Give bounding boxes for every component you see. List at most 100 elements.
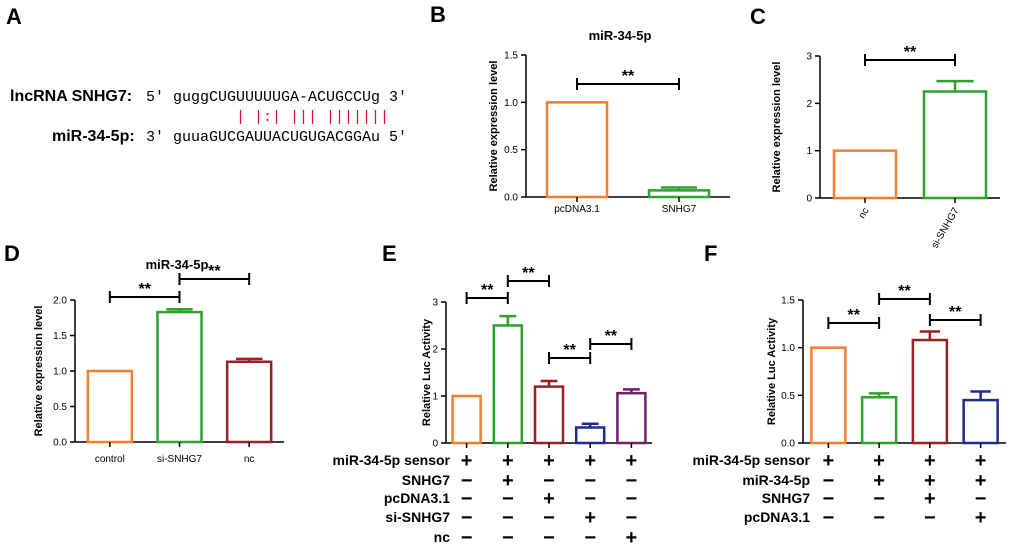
bar [962, 398, 999, 445]
condition-sign: + [873, 450, 885, 472]
lncrna-label: lncRNA SNHG7: [10, 88, 132, 105]
significance-label: ** [898, 283, 911, 300]
x-category-label: si-SNHG7 [930, 206, 962, 251]
condition-sign: − [461, 470, 473, 492]
condition-sign: − [543, 470, 555, 492]
y-tick-label: 2 [432, 345, 438, 356]
y-tick-label: 0.0 [53, 438, 67, 449]
panel-letter-e: E [382, 241, 397, 266]
chart-e: 0 1 2 3 Relative Luc Activity ** ** ** ** miR-34-… [333, 265, 652, 549]
condition-sign: + [626, 450, 638, 472]
condition-sign: − [461, 527, 473, 549]
condition-sign: + [975, 470, 987, 492]
significance-label: ** [848, 307, 861, 324]
condition-sign: − [543, 507, 555, 529]
y-axis-label: Relative expression level [488, 61, 500, 192]
x-category-label: nc [244, 454, 255, 465]
panel-letter-f: F [704, 241, 717, 266]
condition-sign: − [543, 527, 555, 549]
bar [574, 426, 606, 445]
condition-label: miR-34-5p [742, 472, 810, 488]
pairing-lines: | |:| ||| ||||||| [236, 109, 389, 126]
condition-sign: + [823, 450, 835, 472]
condition-sign: − [626, 507, 638, 529]
x-category-label: SNHG7 [662, 204, 697, 215]
y-axis-label: Relative expression level [771, 62, 783, 193]
lncrna-sequence: 5' guggCUGUUUUUGA-ACUGCCUg 3' [146, 89, 407, 106]
significance-label: ** [138, 281, 151, 298]
y-tick-label: 0 [432, 439, 438, 450]
bar [911, 338, 949, 445]
bar [86, 369, 134, 444]
condition-sign: − [924, 507, 936, 529]
condition-sign: − [823, 488, 835, 510]
condition-sign: + [626, 527, 638, 549]
y-tick-label: 1.5 [781, 296, 795, 307]
condition-sign: − [502, 507, 514, 529]
condition-label: SNHG7 [762, 490, 810, 506]
chart-b: 0.0 0.5 1.0 1.5 Relative expression level miR… [488, 28, 730, 215]
condition-label: miR-34-5p sensor [333, 452, 451, 468]
y-tick-label: 0.5 [53, 402, 67, 413]
x-category-label: nc [857, 206, 872, 221]
bar [647, 189, 711, 199]
significance-label: ** [622, 68, 635, 85]
condition-sign: + [924, 470, 936, 492]
y-tick-label: 0.0 [504, 193, 518, 204]
y-tick-label: 1.5 [504, 51, 518, 62]
bar [451, 394, 482, 445]
condition-sign: − [502, 527, 514, 549]
bar [492, 324, 524, 445]
condition-sign: − [823, 470, 835, 492]
panel-letter-d: D [4, 241, 20, 266]
condition-sign: − [584, 488, 596, 510]
condition-sign: + [584, 507, 596, 529]
condition-sign: + [502, 470, 514, 492]
condition-sign: − [626, 470, 638, 492]
y-tick-label: 1.0 [53, 367, 67, 378]
bar [616, 391, 647, 445]
y-tick-label: 1.0 [504, 98, 518, 109]
y-tick-label: 1.0 [781, 343, 795, 354]
y-tick-label: 3 [806, 52, 812, 63]
significance-label: ** [904, 44, 917, 61]
significance-label: ** [481, 282, 494, 299]
condition-label: pcDNA3.1 [744, 509, 810, 525]
condition-sign: − [461, 507, 473, 529]
condition-label: si-SNHG7 [385, 509, 450, 525]
condition-sign: + [584, 450, 596, 472]
panel-letter-b: B [430, 2, 446, 27]
bar [922, 90, 988, 200]
condition-sign: + [543, 488, 555, 510]
condition-sign: + [461, 450, 473, 472]
x-category-label: pcDNA3.1 [554, 204, 600, 215]
y-tick-label: 2.0 [53, 296, 67, 307]
y-tick-label: 3 [432, 298, 438, 309]
condition-sign: − [584, 470, 596, 492]
significance-label: ** [563, 342, 576, 359]
condition-sign: + [924, 450, 936, 472]
panel-letter-a: A [6, 4, 22, 29]
condition-sign: + [873, 470, 885, 492]
chart-c: 0 1 2 3 Relative expression level nc si-SNHG7 *… [771, 44, 1000, 250]
mirna-label: miR-34-5p: [52, 128, 135, 145]
y-tick-label: 2 [806, 99, 812, 110]
condition-sign: + [924, 488, 936, 510]
bar [225, 360, 273, 444]
bar [156, 310, 203, 444]
bar [860, 395, 898, 445]
condition-sign: + [502, 450, 514, 472]
sequence-alignment: lncRNA SNHG7: 5' guggCUGUUUUUGA-ACUGCCUg… [10, 88, 407, 146]
bar [533, 385, 565, 445]
bar [810, 346, 847, 445]
panel-letter-c: C [750, 4, 766, 29]
significance-label: ** [605, 328, 618, 345]
condition-sign: − [584, 527, 596, 549]
condition-sign: − [975, 488, 987, 510]
condition-sign: − [873, 488, 885, 510]
x-category-label: control [95, 454, 125, 465]
y-tick-label: 0.5 [781, 391, 795, 402]
condition-label: miR-34-5p sensor [693, 452, 811, 468]
